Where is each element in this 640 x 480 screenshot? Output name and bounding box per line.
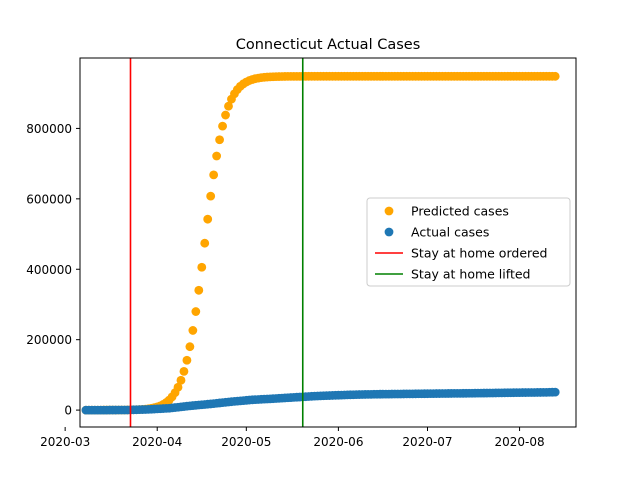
predicted-point xyxy=(221,110,230,120)
predicted-point xyxy=(182,355,192,365)
x-tick-label: 2020-08 xyxy=(494,435,544,449)
legend-label: Stay at home ordered xyxy=(411,246,548,261)
predicted-point xyxy=(197,262,207,272)
legend-box xyxy=(366,197,571,287)
predicted-point xyxy=(218,121,227,131)
legend-label: Actual cases xyxy=(411,225,489,240)
predicted-point xyxy=(191,307,201,316)
predicted-point xyxy=(176,375,186,385)
x-tick-label: 2020-06 xyxy=(313,435,363,449)
x-tick-label: 2020-03 xyxy=(40,435,90,449)
actual-point xyxy=(550,387,560,397)
x-tick-label: 2020-07 xyxy=(402,435,452,449)
legend-dot-marker xyxy=(384,227,394,237)
predicted-point xyxy=(212,151,222,161)
predicted-point xyxy=(550,71,560,81)
y-tick-label: 400000 xyxy=(26,263,72,277)
axes-frame xyxy=(79,57,577,428)
x-tick-label: 2020-04 xyxy=(132,435,182,449)
predicted-point xyxy=(194,285,204,295)
legend: Predicted cases Actual cases Stay at home … xyxy=(366,197,571,287)
y-tick-label: 0 xyxy=(64,404,72,418)
predicted-point xyxy=(173,382,183,392)
axes: 2020-03 2020-04 2020-05 2020-06 2020-07 2020-… xyxy=(26,57,577,449)
predicted-point xyxy=(206,191,216,201)
plot-area xyxy=(81,58,560,427)
legend-dot-marker xyxy=(384,206,394,216)
predicted-point xyxy=(185,342,195,352)
chart-title: Connecticut Actual Cases xyxy=(236,37,421,53)
x-tick-label: 2020-05 xyxy=(221,435,271,449)
predicted-point xyxy=(179,366,189,376)
y-tick-label: 200000 xyxy=(26,333,72,347)
y-tick-label: 600000 xyxy=(26,192,72,206)
predicted-point xyxy=(200,238,210,248)
legend-label: Predicted cases xyxy=(411,204,509,219)
legend-label: Stay at home lifted xyxy=(411,267,530,282)
predicted-point xyxy=(188,326,198,335)
predicted-point xyxy=(203,214,213,224)
predicted-point xyxy=(209,170,219,180)
predicted-point xyxy=(215,135,224,145)
y-tick-label: 800000 xyxy=(26,122,72,136)
predicted-point xyxy=(224,101,233,111)
